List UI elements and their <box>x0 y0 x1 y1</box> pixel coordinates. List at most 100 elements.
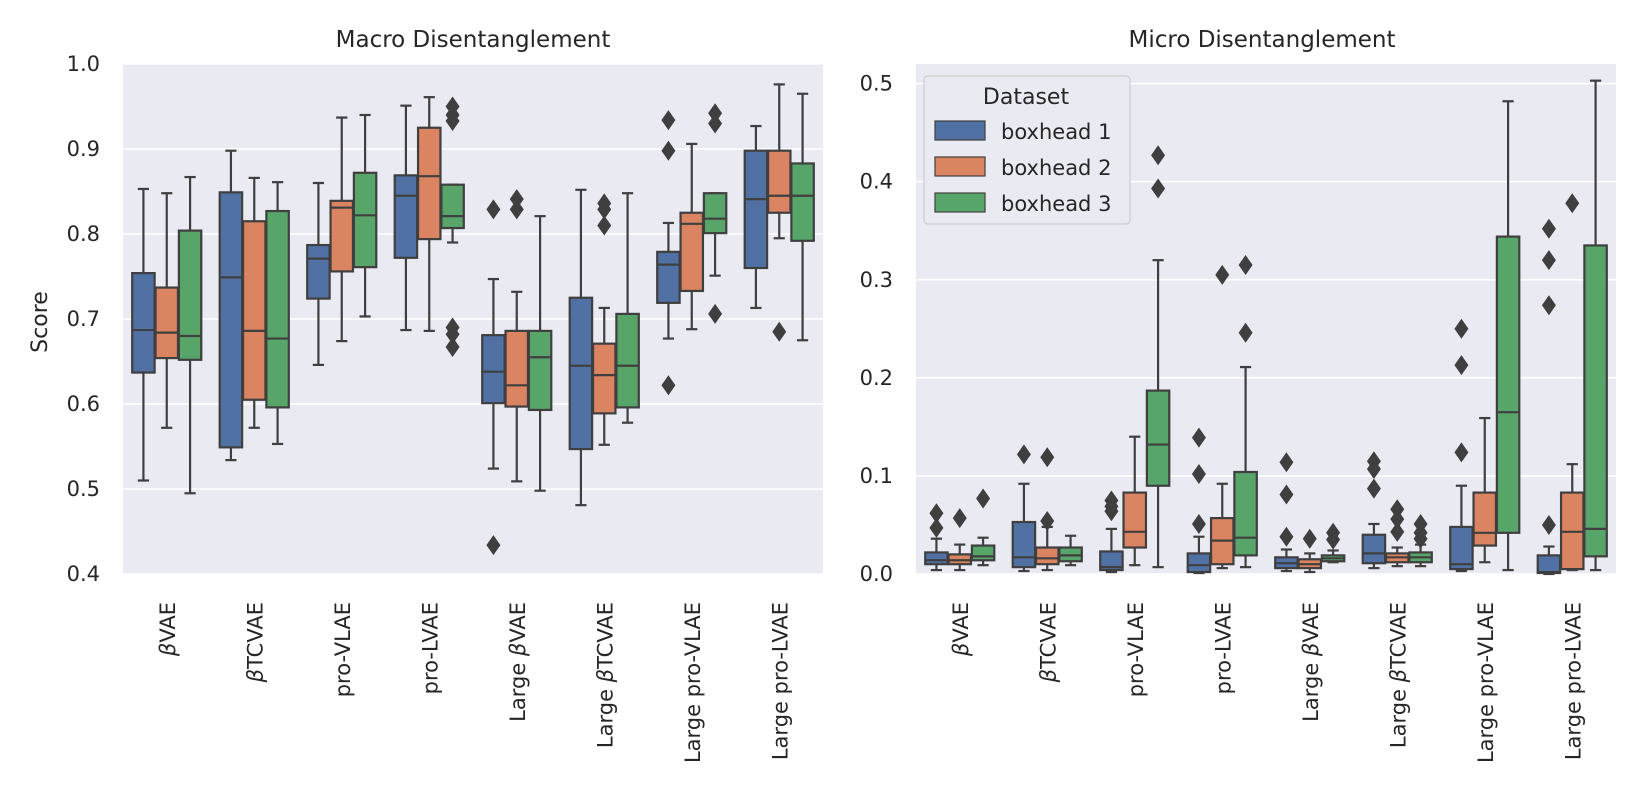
box-boxhead-2 <box>329 116 355 343</box>
outlier-marker <box>1454 318 1469 339</box>
box-boxhead-1 <box>1274 452 1299 573</box>
outlier-marker <box>1191 427 1206 448</box>
outlier-marker <box>1279 484 1294 505</box>
y-tick-label: 1.0 <box>67 52 100 76</box>
box-boxhead-1 <box>1361 451 1387 570</box>
outlier-marker <box>1454 442 1469 463</box>
outlier-marker <box>661 140 676 161</box>
box-body <box>679 211 705 293</box>
x-tick-label: Large βVAE <box>506 602 530 722</box>
legend-label-boxhead-2: boxhead 2 <box>1001 156 1111 180</box>
outlier-marker <box>1238 255 1253 276</box>
outlier-marker <box>1191 513 1206 534</box>
box-boxhead-1 <box>131 187 156 482</box>
box-body <box>568 296 594 451</box>
box-body <box>177 229 203 361</box>
outlier-marker <box>976 488 991 509</box>
box-boxhead-1 <box>1011 444 1037 573</box>
outlier-marker <box>1413 528 1428 549</box>
x-tick-label: βVAE <box>156 602 180 657</box>
box-boxhead-2 <box>591 193 617 446</box>
box-body <box>329 199 355 273</box>
outlier-marker <box>597 215 612 236</box>
box-boxhead-2 <box>766 83 792 342</box>
outlier-marker <box>486 535 501 556</box>
panel-title: Macro Disentanglement <box>336 27 611 53</box>
outlier-marker <box>1454 355 1469 376</box>
x-tick-label: Large pro-LVAE <box>1561 602 1585 760</box>
outlier-marker <box>1104 501 1119 522</box>
outlier-marker <box>486 199 501 220</box>
panel-title: Micro Disentanglement <box>1128 27 1395 53</box>
outlier-marker <box>1151 145 1166 166</box>
outlier-marker <box>708 113 723 134</box>
box-boxhead-1 <box>218 149 244 462</box>
outlier-marker <box>1541 218 1556 239</box>
y-tick-label: 0.6 <box>67 392 100 416</box>
box-body <box>131 272 156 374</box>
panel-macro-disentanglement: 0.4 0.5 0.6 0.7 0.8 0.9 1.0 βVAE βTCVAE pro-VLAE p… <box>28 27 823 763</box>
outlier-marker <box>661 375 676 396</box>
y-tick-label: 0.3 <box>860 268 893 292</box>
box-boxhead-3 <box>1408 513 1433 568</box>
y-tick-label: 0.4 <box>860 170 893 194</box>
y-tick-label: 0.7 <box>67 307 100 331</box>
outlier-marker <box>1151 178 1166 199</box>
box-body <box>265 209 290 409</box>
x-tick-label: Large βTCVAE <box>593 602 617 748</box>
legend-title: Dataset <box>983 85 1070 110</box>
outlier-marker <box>1390 521 1405 542</box>
box-boxhead-3 <box>440 96 465 358</box>
y-tick-label: 0.5 <box>67 477 100 501</box>
box-body <box>766 149 792 214</box>
x-tick-label: Large pro-VLAE <box>681 602 705 763</box>
box-body <box>1449 525 1474 571</box>
y-axis-label: Score <box>28 291 53 353</box>
box-boxhead-3 <box>615 192 640 424</box>
box-body <box>1122 491 1148 549</box>
outlier-marker <box>708 103 723 124</box>
outlier-marker <box>1279 452 1294 473</box>
box-body <box>481 334 506 405</box>
y-tick-label: 0.5 <box>860 72 893 96</box>
plot-area: 0.0 0.1 0.2 0.3 0.4 0.5 βVAE βTCVAE pro-VLAE pro-… <box>860 64 1616 763</box>
box-boxhead-3 <box>790 92 815 342</box>
outlier-marker <box>509 199 524 220</box>
box-boxhead-2 <box>1209 264 1235 570</box>
box-boxhead-1 <box>924 503 949 572</box>
box-body <box>1495 235 1521 534</box>
box-body <box>790 162 815 242</box>
box-body <box>591 342 617 415</box>
legend: Dataset boxhead 1 boxhead 2 boxhead 3 <box>923 75 1131 225</box>
outlier-marker <box>1040 511 1055 532</box>
box-body <box>1099 550 1124 572</box>
legend-frame <box>923 75 1131 225</box>
box-body <box>416 126 442 241</box>
box-boxhead-2 <box>1472 416 1498 564</box>
x-tick-label: βTCVAE <box>1036 602 1060 683</box>
x-tick-label: βTCVAE <box>243 602 267 683</box>
box-boxhead-3 <box>352 113 378 318</box>
y-tick-label: 0.4 <box>67 562 100 586</box>
panel-micro-disentanglement: 0.0 0.1 0.2 0.3 0.4 0.5 βVAE βTCVAE pro-VLAE pro-… <box>860 27 1616 763</box>
box-body <box>970 544 996 562</box>
box-body <box>1583 244 1608 558</box>
x-tick-label: Large βVAE <box>1299 602 1323 722</box>
legend-swatch-boxhead-2 <box>934 156 986 177</box>
y-tick-label: 0.8 <box>67 222 100 246</box>
y-tick-label: 0.2 <box>860 366 893 390</box>
box-body <box>440 183 465 230</box>
x-tick-label: pro-VLAE <box>1124 602 1148 697</box>
outlier-marker <box>1366 459 1381 480</box>
box-body <box>154 286 180 360</box>
outlier-marker <box>1565 193 1580 214</box>
outlier-marker <box>929 517 944 538</box>
box-body <box>1186 552 1212 574</box>
outlier-marker <box>1302 528 1317 549</box>
box-body <box>1361 533 1387 565</box>
box-boxhead-2 <box>1122 435 1148 567</box>
x-tick-label: Large pro-LVAE <box>768 602 792 760</box>
box-boxhead-2 <box>679 142 705 331</box>
